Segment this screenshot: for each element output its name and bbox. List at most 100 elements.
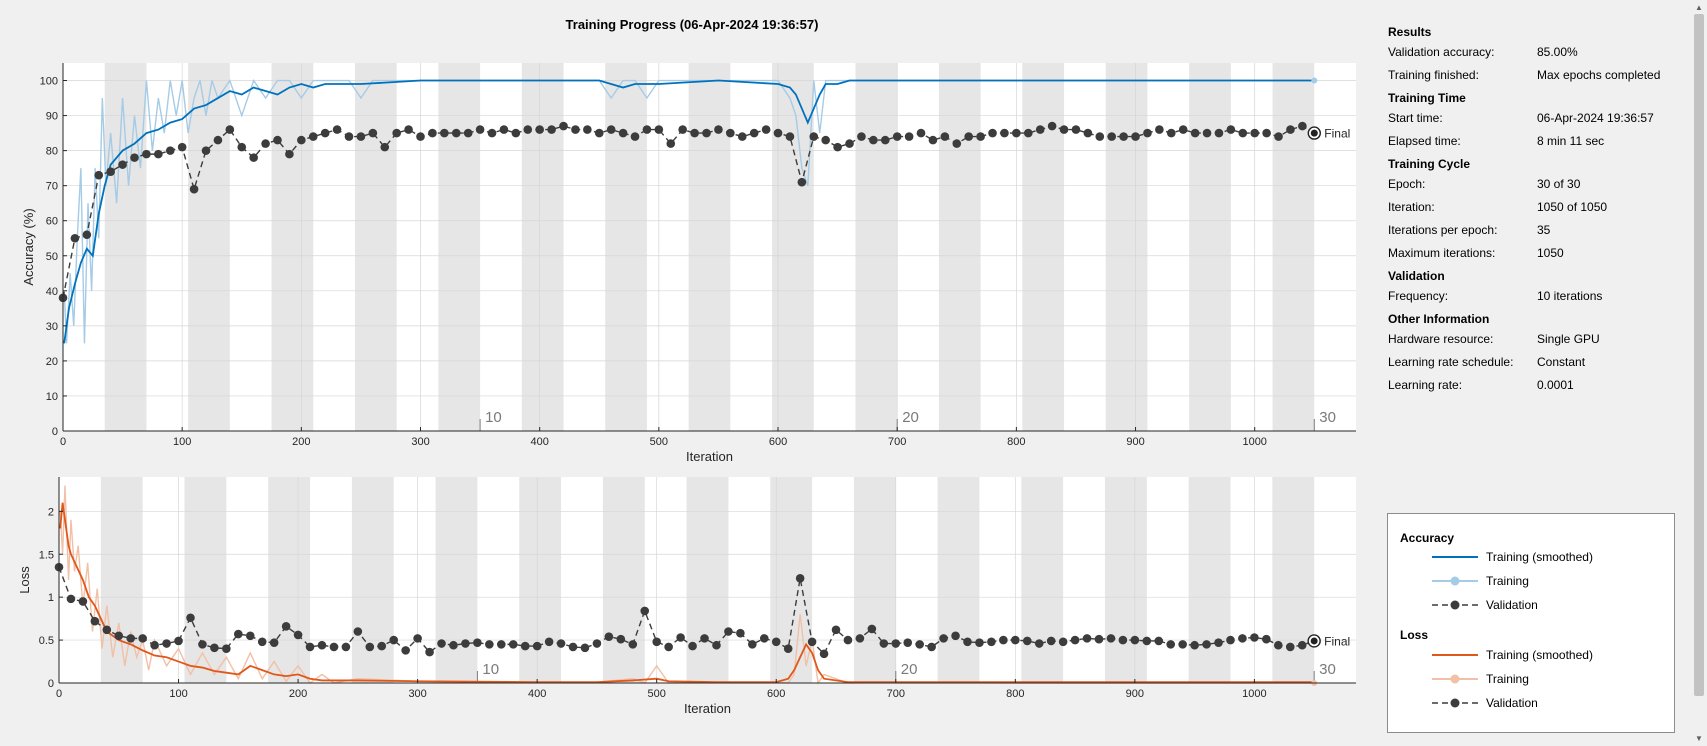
info-row: Learning rate schedule: Constant: [1388, 355, 1678, 369]
accuracy-validation-point: [1119, 132, 1128, 141]
loss-validation-point: [210, 643, 219, 653]
loss-validation-point: [1178, 640, 1187, 649]
info-row: Frequency: 10 iterations: [1388, 289, 1678, 303]
loss-validation-point: [389, 635, 399, 645]
x-tick-label: 0: [60, 436, 66, 448]
epoch-band: [351, 477, 394, 683]
accuracy-validation-point: [952, 139, 962, 148]
accuracy-validation-point: [1012, 128, 1021, 138]
x-tick-label: 500: [648, 688, 666, 700]
info-value: Single GPU: [1537, 332, 1600, 346]
info-row: Elapsed time: 8 min 11 sec: [1388, 134, 1678, 148]
accuracy-training-smoothed-line: [63, 79, 1315, 344]
loss-validation-point: [1166, 640, 1176, 649]
info-label: Iterations per epoch:: [1388, 223, 1498, 237]
accuracy-validation-point: [440, 128, 449, 138]
accuracy-validation-point: [964, 132, 973, 141]
y-tick-label: 70: [46, 181, 58, 193]
loss-validation-point: [520, 641, 530, 651]
epoch-label: 20: [902, 409, 919, 426]
accuracy-validation-point: [1059, 125, 1069, 134]
loss-validation-point: [676, 633, 685, 642]
loss-training-smoothed-line: [59, 502, 1315, 684]
loss-validation-point: [1250, 633, 1259, 642]
figure-title: Training Progress (06-Apr-2024 19:36:57): [566, 17, 819, 32]
epoch-band: [268, 477, 311, 683]
info-value: 10 iterations: [1537, 289, 1603, 303]
loss-validation-point: [126, 634, 136, 643]
results-heading: Results: [1388, 25, 1432, 39]
info-label: Learning rate:: [1388, 378, 1463, 392]
accuracy-validation-point: [726, 128, 735, 138]
final-marker-dot: [1310, 129, 1318, 137]
scrollbar-thumb[interactable]: [1694, 14, 1704, 696]
x-axis-label: Iteration: [686, 449, 733, 464]
loss-validation-point: [353, 627, 363, 636]
loss-validation-point: [1297, 640, 1307, 650]
accuracy-validation-point: [547, 125, 556, 134]
x-tick-label: 900: [1126, 436, 1144, 448]
accuracy-validation-point: [737, 132, 747, 141]
loss-validation-point: [1262, 634, 1271, 644]
final-marker-dot: [1310, 637, 1318, 645]
info-value: 1050: [1537, 246, 1564, 260]
loss-validation-point: [1082, 634, 1092, 643]
epoch-band: [1272, 63, 1315, 431]
info-value: 30 of 30: [1537, 177, 1581, 191]
x-tick-label: 0: [56, 688, 62, 700]
legend-label: Training: [1486, 672, 1529, 686]
loss-validation-point: [748, 640, 757, 649]
y-axis-label: Loss: [17, 566, 32, 594]
accuracy-validation-point: [1023, 128, 1033, 138]
loss-validation-point: [736, 628, 745, 638]
info-panel: Results Validation accuracy: 85.00% Train…: [1378, 18, 1678, 401]
info-value: Max epochs completed: [1537, 68, 1661, 82]
x-tick-label: 100: [169, 688, 187, 700]
vertical-scrollbar[interactable]: ▲ ▼: [1691, 0, 1707, 746]
accuracy-validation-point: [678, 125, 687, 134]
epoch-band: [1022, 63, 1065, 431]
epoch-band: [1104, 477, 1147, 683]
accuracy-validation-point: [70, 233, 80, 243]
loss-validation-point: [162, 639, 171, 648]
accuracy-validation-point: [332, 125, 342, 134]
y-tick-label: 1: [48, 592, 54, 604]
accuracy-validation-point: [1047, 121, 1057, 131]
epoch-label: 20: [901, 661, 918, 678]
accuracy-validation-point: [1107, 132, 1117, 141]
loss-validation-point: [1106, 634, 1116, 643]
accuracy-validation-point: [833, 142, 842, 152]
dashed-marker-swatch-icon: [1432, 600, 1478, 610]
accuracy-validation-point: [237, 142, 247, 152]
loss-validation-point: [783, 644, 793, 653]
loss-validation-point: [1238, 634, 1247, 643]
loss-validation-point: [281, 622, 291, 631]
loss-validation-point: [1285, 642, 1295, 652]
loss-validation-point: [544, 637, 554, 647]
accuracy-validation-point: [1214, 128, 1224, 138]
epoch-band: [1021, 477, 1064, 683]
info-label: Training finished:: [1388, 68, 1479, 82]
scroll-down-icon[interactable]: ▼: [1695, 734, 1703, 743]
loss-validation-point: [1118, 635, 1128, 645]
x-tick-label: 300: [411, 436, 429, 448]
loss-validation-point: [628, 640, 638, 649]
accuracy-validation-point: [487, 128, 497, 138]
accuracy-validation-point: [606, 125, 616, 134]
loss-validation-point: [915, 640, 924, 649]
scroll-up-icon[interactable]: ▲: [1695, 3, 1703, 12]
loss-validation-point: [269, 638, 279, 647]
accuracy-validation-point: [702, 128, 711, 138]
loss-validation-point: [1142, 636, 1152, 646]
x-tick-label: 400: [528, 688, 546, 700]
accuracy-validation-point: [463, 128, 473, 138]
accuracy-validation-point: [499, 125, 509, 134]
accuracy-validation-point: [773, 128, 783, 138]
loss-validation-point: [1130, 635, 1140, 645]
accuracy-validation-point: [714, 125, 723, 134]
loss-validation-point: [1094, 634, 1104, 644]
accuracy-validation-point: [821, 135, 830, 145]
loss-validation-point: [903, 638, 913, 647]
accuracy-validation-point: [1178, 125, 1188, 134]
